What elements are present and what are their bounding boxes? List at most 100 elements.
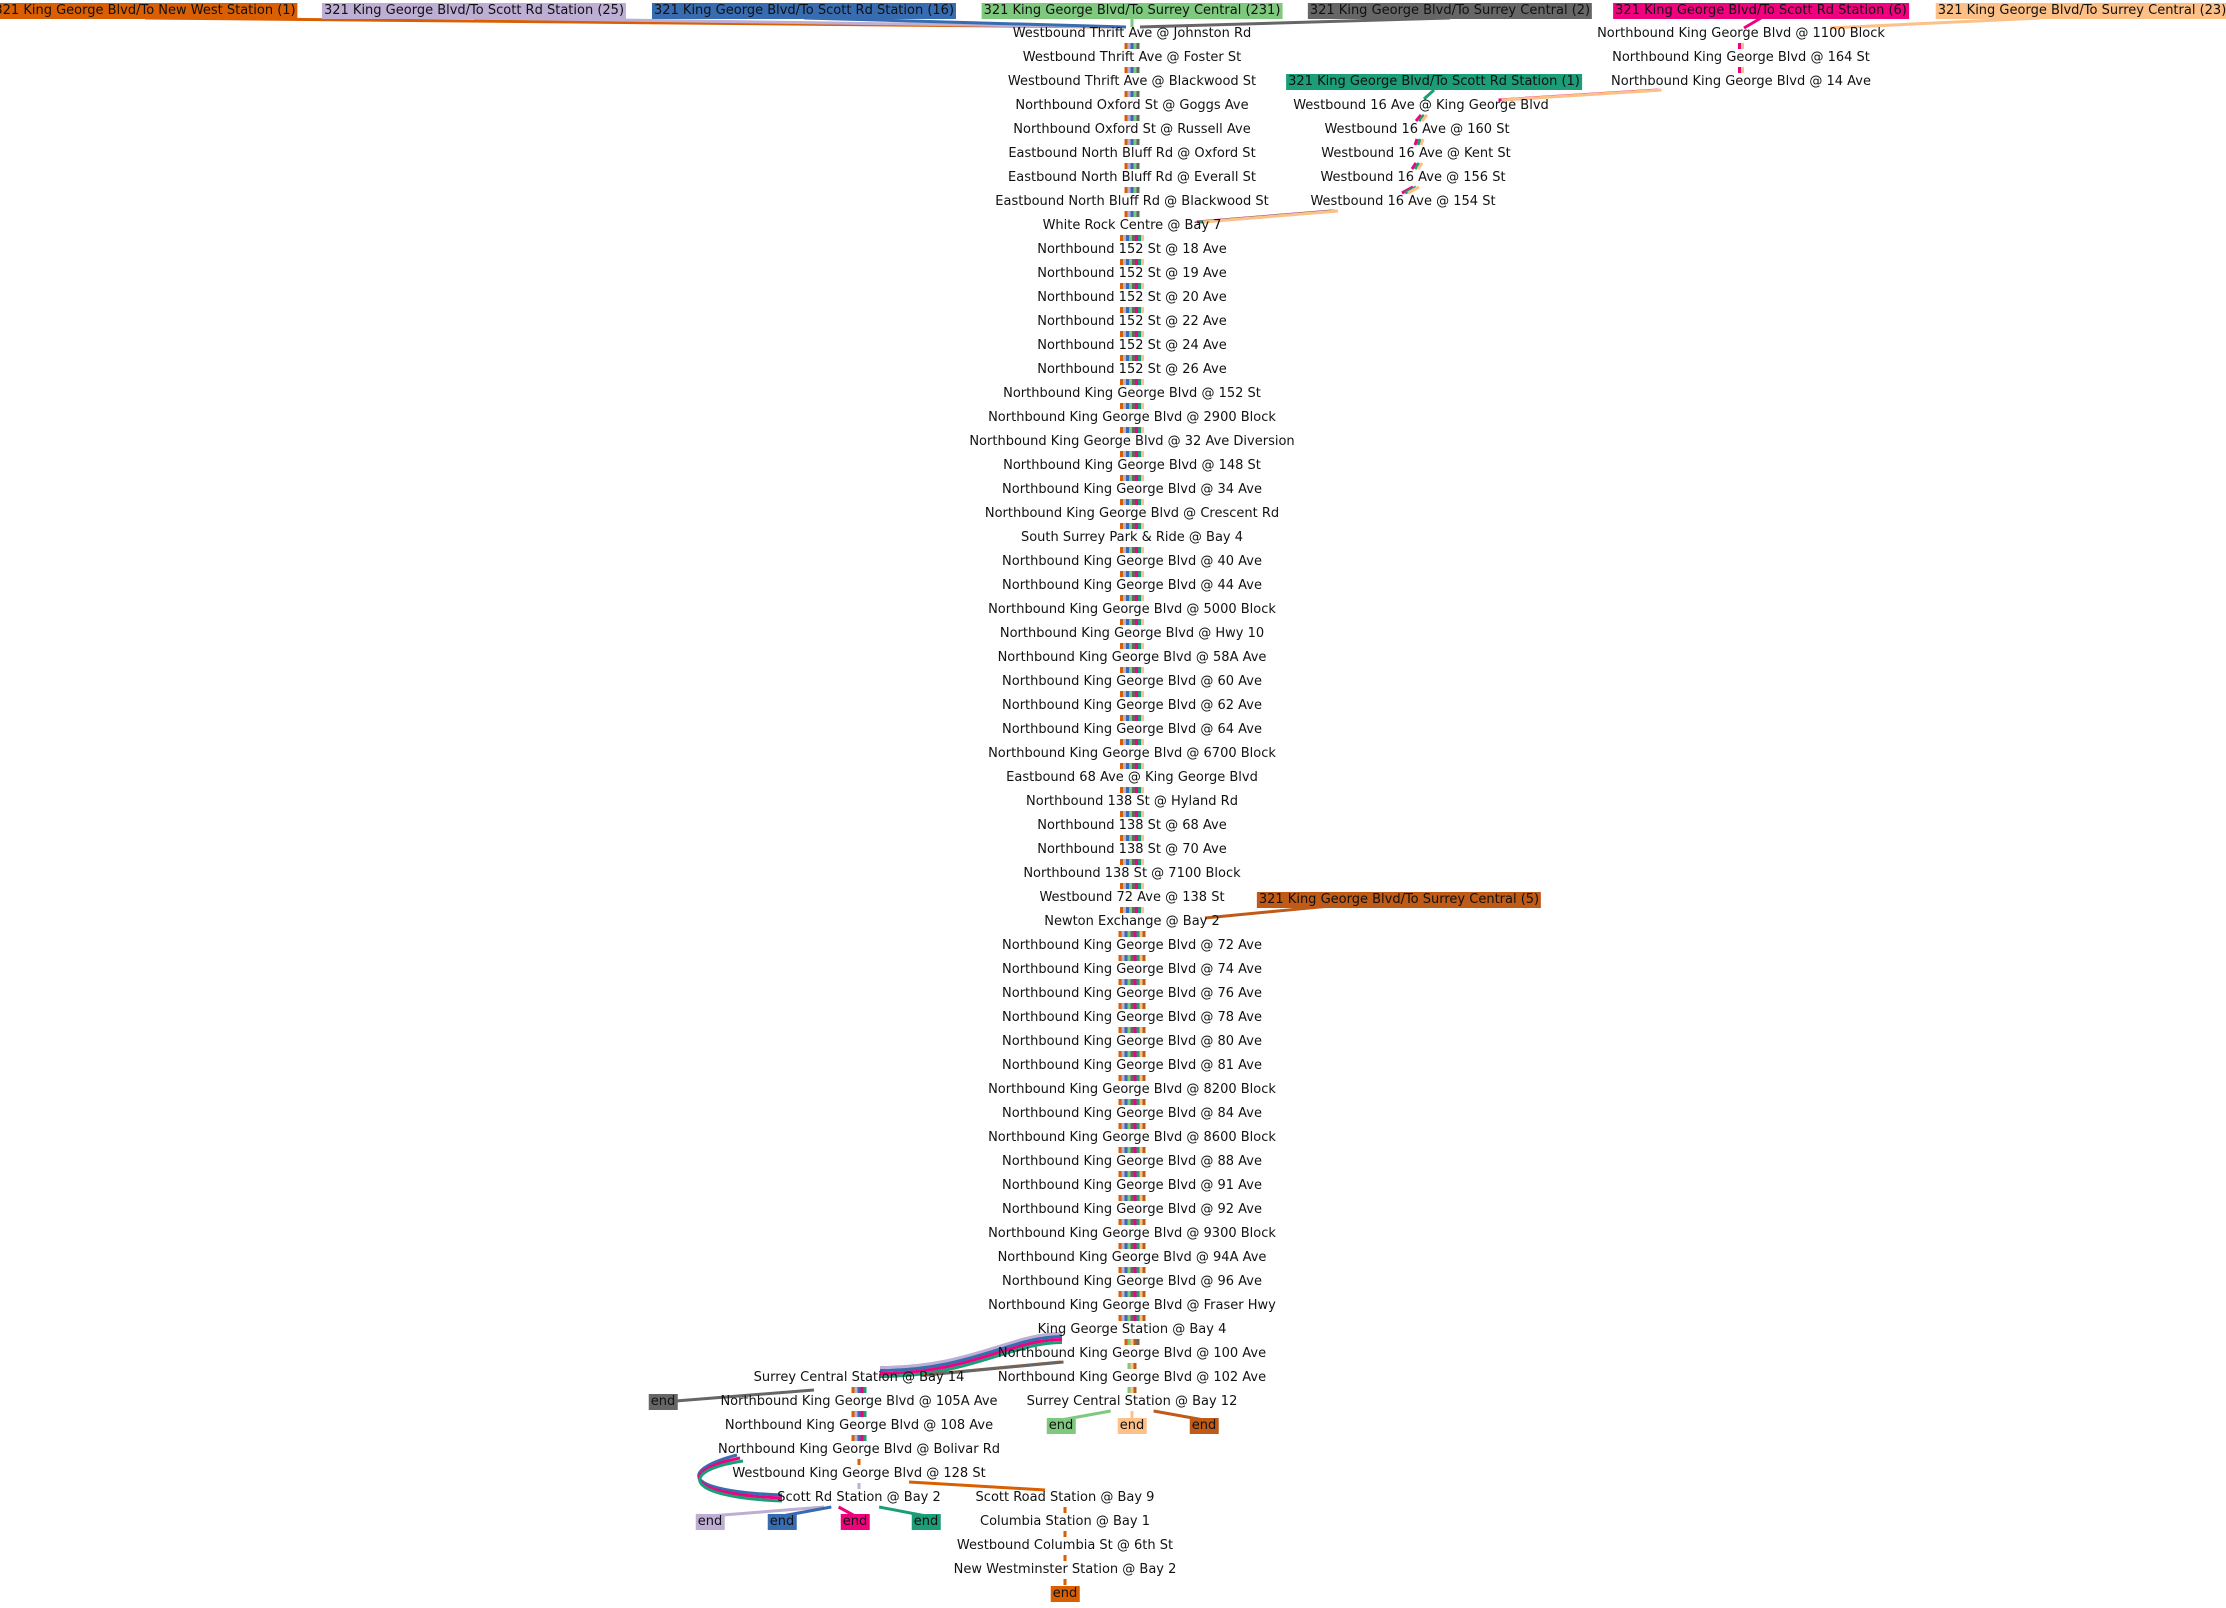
stop-label[interactable]: Northbound King George Blvd @ 64 Ave <box>1002 722 1262 737</box>
stop-label[interactable]: Eastbound North Bluff Rd @ Blackwood St <box>995 194 1269 209</box>
stop-label[interactable]: Northbound King George Blvd @ 62 Ave <box>1002 698 1262 713</box>
stop-label[interactable]: Northbound King George Blvd @ 9300 Block <box>988 1226 1276 1241</box>
stop-label[interactable]: Northbound King George Blvd @ 72 Ave <box>1002 938 1262 953</box>
stop-label[interactable]: Northbound King George Blvd @ 14 Ave <box>1611 74 1871 89</box>
stop-label[interactable]: Northbound 138 St @ 68 Ave <box>1037 818 1227 833</box>
stop-label[interactable]: Northbound 138 St @ 70 Ave <box>1037 842 1227 857</box>
stop-label[interactable]: Surrey Central Station @ Bay 14 <box>753 1370 965 1385</box>
stop-label[interactable]: Eastbound North Bluff Rd @ Everall St <box>1008 170 1256 185</box>
stop-label[interactable]: King George Station @ Bay 4 <box>1037 1322 1227 1337</box>
stop-label[interactable]: White Rock Centre @ Bay 7 <box>1042 218 1222 233</box>
stop-label[interactable]: Northbound King George Blvd @ 78 Ave <box>1002 1010 1262 1025</box>
stop-label[interactable]: Northbound 152 St @ 20 Ave <box>1037 290 1227 305</box>
stop-label[interactable]: Westbound 16 Ave @ 154 St <box>1310 194 1496 209</box>
route-label-surrey-central-231[interactable]: 321 King George Blvd/To Surrey Central (… <box>981 3 1283 19</box>
stop-label[interactable]: Northbound King George Blvd @ 40 Ave <box>1002 554 1262 569</box>
route-edge-scott_rd_6 <box>1743 16 1762 30</box>
stop-label[interactable]: Northbound King George Blvd @ 44 Ave <box>1002 578 1262 593</box>
route-stripe <box>1419 138 1425 146</box>
stop-label[interactable]: Westbound Thrift Ave @ Johnston Rd <box>1012 26 1252 41</box>
stop-label[interactable]: Northbound 152 St @ 26 Ave <box>1037 362 1227 377</box>
stop-label[interactable]: Westbound 16 Ave @ King George Blvd <box>1293 98 1549 113</box>
route-label-surrey-central-23[interactable]: 321 King George Blvd/To Surrey Central (… <box>1935 3 2226 19</box>
stop-label[interactable]: Northbound King George Blvd @ 164 St <box>1612 50 1870 65</box>
stop-label[interactable]: Northbound King George Blvd @ 2900 Block <box>988 410 1276 425</box>
stop-label[interactable]: Northbound King George Blvd @ Crescent R… <box>984 506 1280 521</box>
stop-label[interactable]: Northbound King George Blvd @ 8600 Block <box>988 1130 1276 1145</box>
stop-label[interactable]: Westbound 16 Ave @ 160 St <box>1324 122 1510 137</box>
stop-label[interactable]: Northbound 138 St @ 7100 Block <box>1023 866 1241 881</box>
stop-label[interactable]: Northbound Oxford St @ Goggs Ave <box>1015 98 1249 113</box>
route-stripe <box>1416 138 1422 146</box>
end-marker: end <box>695 1514 725 1530</box>
stop-label[interactable]: Northbound King George Blvd @ 74 Ave <box>1002 962 1262 977</box>
stop-label[interactable]: Eastbound North Bluff Rd @ Oxford St <box>1008 146 1256 161</box>
stop-label[interactable]: Northbound King George Blvd @ 76 Ave <box>1002 986 1262 1001</box>
stop-label[interactable]: Westbound Thrift Ave @ Blackwood St <box>1007 74 1257 89</box>
end-marker: end <box>911 1514 941 1530</box>
route-edge-end <box>709 1505 825 1518</box>
stop-label[interactable]: Northbound King George Blvd @ 102 Ave <box>997 1370 1267 1385</box>
stop-label[interactable]: Northbound King George Blvd @ 5000 Block <box>988 602 1276 617</box>
stop-label[interactable]: Northbound King George Blvd @ 34 Ave <box>1002 482 1262 497</box>
route-label-surrey-central-5[interactable]: 321 King George Blvd/To Surrey Central (… <box>1256 892 1542 908</box>
stop-label[interactable]: Northbound King George Blvd @ 108 Ave <box>724 1418 994 1433</box>
stop-label[interactable]: Northbound King George Blvd @ 94A Ave <box>997 1250 1267 1265</box>
stop-label[interactable]: Westbound Columbia St @ 6th St <box>956 1538 1174 1553</box>
stop-label[interactable]: Northbound 138 St @ Hyland Rd <box>1026 794 1238 809</box>
stop-label[interactable]: South Surrey Park & Ride @ Bay 4 <box>1020 530 1244 545</box>
stop-label[interactable]: Scott Rd Station @ Bay 2 <box>777 1490 941 1505</box>
route-edge <box>1202 209 1339 224</box>
stop-label[interactable]: Newton Exchange @ Bay 2 <box>1044 914 1220 929</box>
stop-label[interactable]: Columbia Station @ Bay 1 <box>980 1514 1150 1529</box>
stop-label[interactable]: Eastbound 68 Ave @ King George Blvd <box>1006 770 1258 785</box>
stop-label[interactable]: Northbound King George Blvd @ Fraser Hwy <box>988 1298 1276 1313</box>
stop-label[interactable]: Northbound King George Blvd @ 8200 Block <box>988 1082 1276 1097</box>
stop-label[interactable]: Northbound King George Blvd @ 6700 Block <box>988 746 1276 761</box>
stop-label[interactable]: Westbound 16 Ave @ 156 St <box>1320 170 1506 185</box>
route-stripe <box>1413 138 1419 146</box>
end-marker: end <box>840 1514 870 1530</box>
route-curve <box>879 1338 1063 1375</box>
stop-label[interactable]: Northbound King George Blvd @ Bolivar Rd <box>718 1442 1000 1457</box>
route-label-scott-rd-1[interactable]: 321 King George Blvd/To Scott Rd Station… <box>1286 74 1582 90</box>
stop-label[interactable]: Northbound King George Blvd @ 88 Ave <box>1002 1154 1262 1169</box>
stop-label[interactable]: Northbound King George Blvd @ 60 Ave <box>1002 674 1262 689</box>
stop-label[interactable]: Northbound King George Blvd @ 32 Ave Div… <box>969 434 1295 449</box>
stop-label[interactable]: Northbound King George Blvd @ 81 Ave <box>1002 1058 1262 1073</box>
stop-label[interactable]: Surrey Central Station @ Bay 12 <box>1026 1394 1238 1409</box>
route-label-scott-rd-25[interactable]: 321 King George Blvd/To Scott Rd Station… <box>321 3 627 19</box>
route-edge-surrey_central_2 <box>1139 16 1451 29</box>
stop-label[interactable]: Westbound King George Blvd @ 128 St <box>732 1466 986 1481</box>
end-marker: end <box>1046 1418 1076 1434</box>
stop-label[interactable]: Northbound King George Blvd @ 148 St <box>1003 458 1261 473</box>
stop-label[interactable]: Northbound King George Blvd @ 84 Ave <box>1002 1106 1262 1121</box>
route-label-surrey-central-2[interactable]: 321 King George Blvd/To Surrey Central (… <box>1307 3 1593 19</box>
stop-label[interactable]: Northbound King George Blvd @ 80 Ave <box>1002 1034 1262 1049</box>
stop-label[interactable]: Northbound 152 St @ 19 Ave <box>1037 266 1227 281</box>
stop-label[interactable]: Northbound 152 St @ 18 Ave <box>1037 242 1227 257</box>
stop-label[interactable]: Northbound King George Blvd @ Hwy 10 <box>999 626 1265 641</box>
route-label-new-west-1[interactable]: 321 King George Blvd/To New West Station… <box>0 3 298 19</box>
stop-label[interactable]: Westbound 16 Ave @ Kent St <box>1321 146 1511 161</box>
route-label-scott-rd-16[interactable]: 321 King George Blvd/To Scott Rd Station… <box>651 3 957 19</box>
route-stripe <box>1410 162 1418 170</box>
stop-label[interactable]: New Westminster Station @ Bay 2 <box>953 1562 1177 1577</box>
stop-label[interactable]: Northbound 152 St @ 24 Ave <box>1037 338 1227 353</box>
stop-label[interactable]: Westbound Thrift Ave @ Foster St <box>1022 50 1242 65</box>
stop-label[interactable]: Northbound 152 St @ 22 Ave <box>1037 314 1227 329</box>
route-label-scott-rd-6[interactable]: 321 King George Blvd/To Scott Rd Station… <box>1613 3 1909 19</box>
stop-label[interactable]: Westbound 72 Ave @ 138 St <box>1039 890 1225 905</box>
stop-label[interactable]: Northbound King George Blvd @ 91 Ave <box>1002 1178 1262 1193</box>
stop-label[interactable]: Northbound King George Blvd @ 152 St <box>1003 386 1261 401</box>
route-curve <box>698 1459 783 1503</box>
stop-label[interactable]: Northbound King George Blvd @ 105A Ave <box>720 1394 998 1409</box>
stop-label[interactable]: Northbound King George Blvd @ 1100 Block <box>1597 26 1885 41</box>
stop-label[interactable]: Northbound King George Blvd @ 58A Ave <box>997 650 1267 665</box>
stop-label[interactable]: Northbound King George Blvd @ 96 Ave <box>1002 1274 1262 1289</box>
stop-label[interactable]: Northbound Oxford St @ Russell Ave <box>1013 122 1251 137</box>
stop-label[interactable]: Northbound King George Blvd @ 100 Ave <box>997 1346 1267 1361</box>
stop-label[interactable]: Northbound King George Blvd @ 92 Ave <box>1002 1202 1262 1217</box>
stop-label[interactable]: Scott Road Station @ Bay 9 <box>975 1490 1155 1505</box>
